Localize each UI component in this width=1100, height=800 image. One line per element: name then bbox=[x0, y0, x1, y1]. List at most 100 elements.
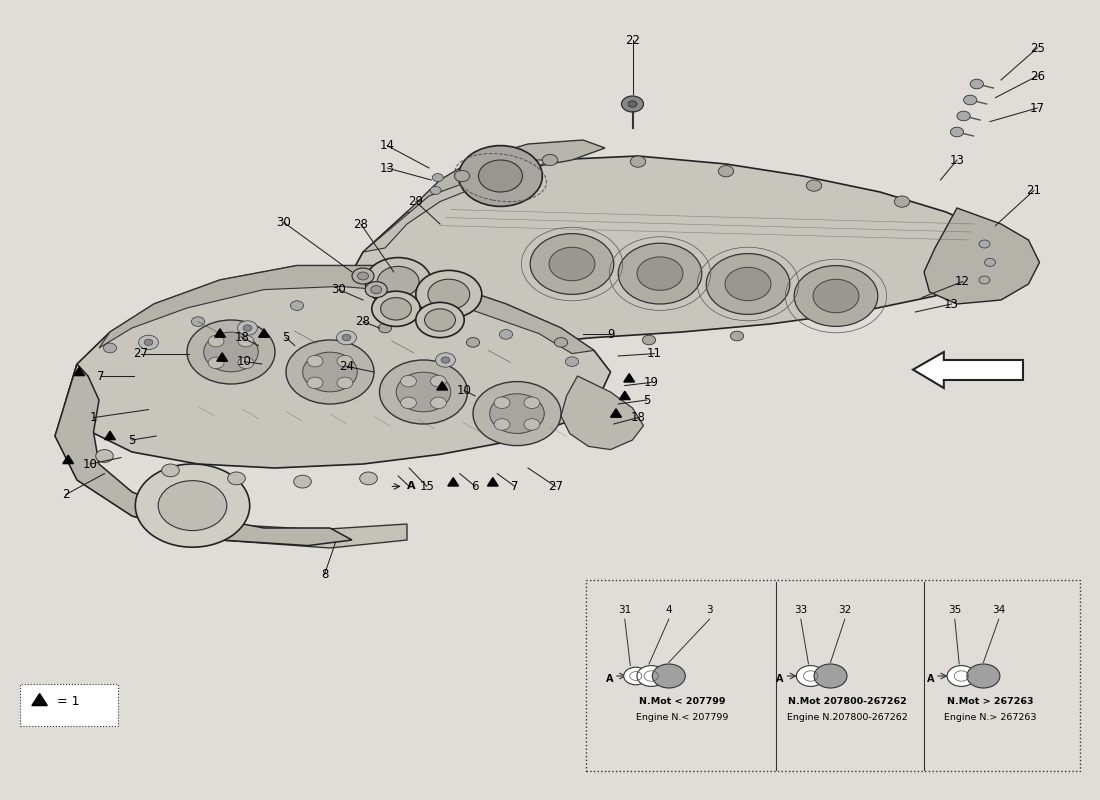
Polygon shape bbox=[258, 329, 270, 338]
Text: 12: 12 bbox=[955, 275, 970, 288]
Text: N.Mot 207800-267262: N.Mot 207800-267262 bbox=[788, 697, 906, 706]
Polygon shape bbox=[66, 266, 610, 468]
Circle shape bbox=[979, 240, 990, 248]
Polygon shape bbox=[32, 694, 47, 706]
Polygon shape bbox=[99, 266, 594, 354]
Circle shape bbox=[494, 397, 510, 409]
Polygon shape bbox=[341, 156, 1012, 346]
Text: 4: 4 bbox=[666, 605, 672, 614]
Polygon shape bbox=[437, 382, 448, 390]
Text: = 1: = 1 bbox=[57, 695, 79, 708]
Circle shape bbox=[637, 257, 683, 290]
Text: 31: 31 bbox=[618, 605, 631, 614]
Circle shape bbox=[360, 472, 377, 485]
Polygon shape bbox=[407, 140, 605, 216]
Text: 2: 2 bbox=[63, 488, 69, 501]
Polygon shape bbox=[74, 367, 85, 375]
Polygon shape bbox=[913, 352, 1023, 388]
Circle shape bbox=[441, 357, 450, 363]
Polygon shape bbox=[624, 374, 635, 382]
Circle shape bbox=[228, 472, 245, 485]
Text: A: A bbox=[777, 674, 783, 683]
Circle shape bbox=[454, 170, 470, 182]
Circle shape bbox=[191, 317, 205, 326]
Circle shape bbox=[425, 309, 455, 331]
Circle shape bbox=[307, 377, 323, 389]
Text: 29: 29 bbox=[408, 195, 424, 208]
Circle shape bbox=[238, 335, 254, 347]
Circle shape bbox=[400, 397, 417, 409]
Text: 30: 30 bbox=[276, 216, 292, 229]
Circle shape bbox=[208, 335, 224, 347]
Circle shape bbox=[358, 272, 368, 280]
Text: 14: 14 bbox=[379, 139, 395, 152]
Circle shape bbox=[530, 234, 614, 294]
Circle shape bbox=[365, 282, 387, 298]
Circle shape bbox=[459, 146, 542, 206]
Circle shape bbox=[730, 331, 744, 341]
Text: 7: 7 bbox=[512, 480, 518, 493]
Circle shape bbox=[337, 330, 356, 345]
Text: 24: 24 bbox=[339, 360, 354, 373]
Circle shape bbox=[478, 160, 522, 192]
Polygon shape bbox=[619, 391, 630, 399]
Circle shape bbox=[642, 335, 656, 345]
Circle shape bbox=[499, 330, 513, 339]
Polygon shape bbox=[924, 208, 1040, 304]
Text: 18: 18 bbox=[630, 411, 646, 424]
Circle shape bbox=[894, 196, 910, 207]
Circle shape bbox=[621, 96, 643, 112]
Circle shape bbox=[416, 302, 464, 338]
Text: 33: 33 bbox=[794, 605, 807, 614]
Text: 27: 27 bbox=[133, 347, 148, 360]
Circle shape bbox=[238, 321, 257, 335]
Polygon shape bbox=[55, 364, 352, 546]
Circle shape bbox=[286, 340, 374, 404]
Text: Engine N.< 207799: Engine N.< 207799 bbox=[636, 713, 728, 722]
Text: 3: 3 bbox=[706, 605, 713, 614]
Circle shape bbox=[238, 357, 254, 369]
Circle shape bbox=[103, 343, 117, 353]
Text: 27: 27 bbox=[548, 480, 563, 493]
Circle shape bbox=[307, 355, 323, 367]
Text: 28: 28 bbox=[353, 218, 369, 230]
Text: 18: 18 bbox=[234, 331, 250, 344]
Circle shape bbox=[466, 338, 480, 347]
Polygon shape bbox=[104, 431, 116, 439]
Circle shape bbox=[624, 667, 648, 685]
Text: 19: 19 bbox=[644, 376, 659, 389]
Circle shape bbox=[524, 397, 540, 409]
Circle shape bbox=[158, 481, 227, 530]
Text: 7: 7 bbox=[98, 370, 104, 382]
Circle shape bbox=[813, 279, 859, 313]
Polygon shape bbox=[63, 455, 74, 464]
Circle shape bbox=[337, 377, 353, 389]
Text: A: A bbox=[606, 674, 613, 683]
Text: 32: 32 bbox=[838, 605, 851, 614]
Circle shape bbox=[554, 338, 568, 347]
Circle shape bbox=[430, 375, 447, 387]
Circle shape bbox=[494, 418, 510, 430]
Text: 5: 5 bbox=[129, 434, 135, 446]
Text: N.Mot > 267263: N.Mot > 267263 bbox=[947, 697, 1033, 706]
Circle shape bbox=[436, 353, 455, 367]
Circle shape bbox=[984, 258, 996, 266]
Circle shape bbox=[187, 320, 275, 384]
Circle shape bbox=[725, 267, 771, 301]
Circle shape bbox=[377, 266, 419, 297]
Text: 15: 15 bbox=[419, 480, 435, 493]
Text: 11: 11 bbox=[647, 347, 662, 360]
Circle shape bbox=[396, 372, 451, 412]
Text: 35: 35 bbox=[948, 605, 961, 614]
Text: 25: 25 bbox=[1030, 42, 1045, 54]
Circle shape bbox=[144, 339, 153, 346]
Circle shape bbox=[342, 334, 351, 341]
Circle shape bbox=[294, 475, 311, 488]
Circle shape bbox=[706, 254, 790, 314]
Circle shape bbox=[430, 186, 441, 194]
Text: 6: 6 bbox=[472, 480, 478, 493]
Circle shape bbox=[796, 666, 825, 686]
Text: Engine N.> 267263: Engine N.> 267263 bbox=[944, 713, 1036, 722]
Polygon shape bbox=[610, 409, 621, 418]
Circle shape bbox=[400, 307, 414, 317]
